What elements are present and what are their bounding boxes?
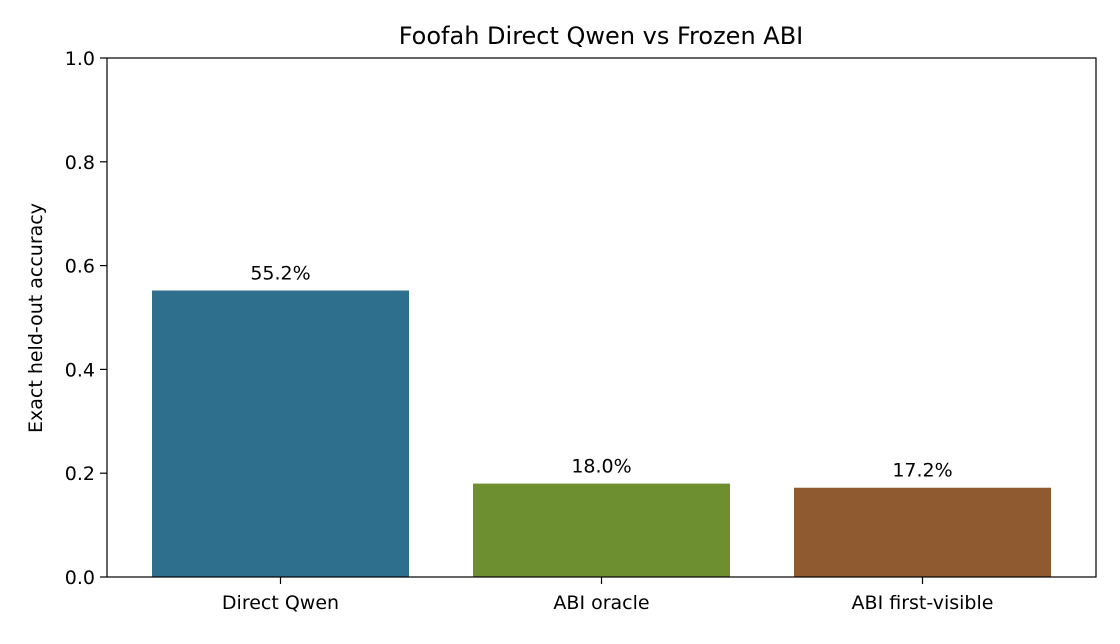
y-tick-label-3: 0.6: [65, 256, 95, 278]
bar-0: [152, 290, 409, 577]
bar-value-label-2: 17.2%: [892, 460, 952, 482]
y-tick-label-5: 1.0: [65, 48, 95, 70]
y-tick-label-4: 0.8: [65, 152, 95, 174]
bar-value-label-1: 18.0%: [571, 456, 631, 478]
bars-layer: 55.2% 18.0% 17.2%: [152, 263, 1051, 577]
x-tick-label-0: Direct Qwen: [222, 592, 339, 614]
y-axis-label: Exact held-out accuracy: [25, 203, 47, 433]
y-tick-label-0: 0.0: [65, 567, 95, 589]
bar-2: [794, 487, 1051, 577]
chart-title: Foofah Direct Qwen vs Frozen ABI: [399, 22, 804, 50]
bar-1: [473, 483, 730, 577]
plot-frame: [106, 57, 1097, 578]
y-tick-label-1: 0.2: [65, 463, 95, 485]
bar-value-label-0: 55.2%: [250, 263, 310, 285]
x-tick-label-2: ABI first-visible: [852, 592, 994, 614]
y-tick-label-2: 0.4: [65, 359, 95, 381]
x-tick-label-1: ABI oracle: [553, 592, 649, 614]
axes-layer: Direct Qwen ABI oracle ABI first-visible 0.…: [65, 48, 1097, 614]
